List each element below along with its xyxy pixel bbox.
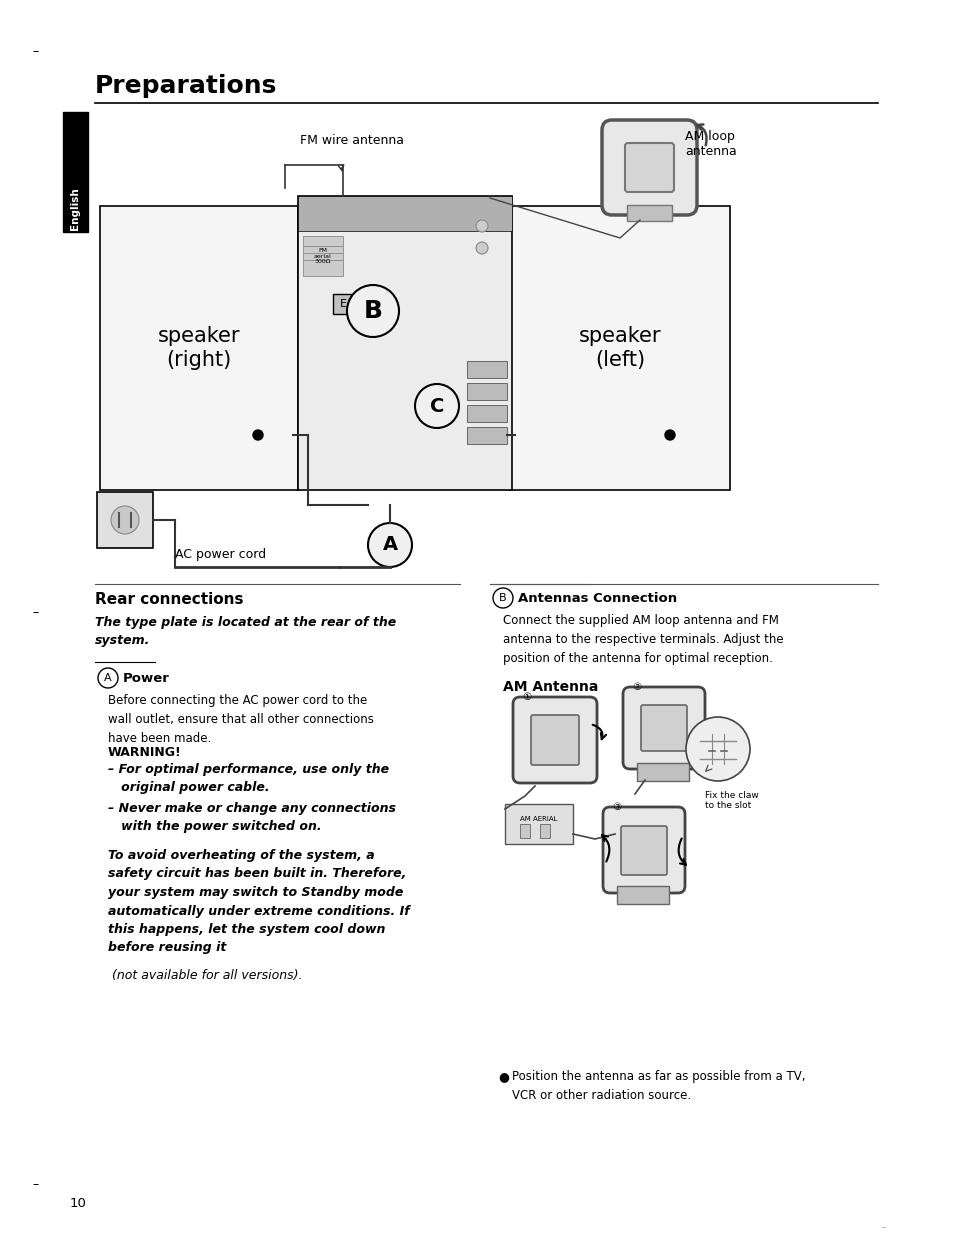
- Bar: [297, 196, 512, 231]
- Text: (not available for all versions).: (not available for all versions).: [108, 969, 302, 982]
- Text: ●: ●: [497, 1070, 508, 1083]
- Bar: [303, 236, 343, 276]
- Circle shape: [415, 383, 458, 428]
- Circle shape: [493, 588, 513, 608]
- Bar: [539, 824, 550, 838]
- Text: Before connecting the AC power cord to the
wall outlet, ensure that all other co: Before connecting the AC power cord to t…: [108, 694, 374, 745]
- Text: Antennas Connection: Antennas Connection: [517, 592, 677, 604]
- FancyBboxPatch shape: [624, 143, 673, 192]
- Text: Rear connections: Rear connections: [95, 592, 243, 607]
- Bar: [333, 294, 353, 314]
- FancyBboxPatch shape: [622, 688, 704, 769]
- Circle shape: [111, 506, 139, 534]
- Text: 10: 10: [70, 1198, 87, 1210]
- Circle shape: [253, 429, 263, 441]
- Text: Fix the claw
to the slot: Fix the claw to the slot: [704, 791, 758, 810]
- Text: –: –: [879, 1222, 884, 1232]
- Text: speaker
(right): speaker (right): [157, 326, 240, 370]
- Text: Power: Power: [123, 671, 170, 685]
- Text: ①: ①: [521, 692, 531, 702]
- Bar: [63, 112, 88, 232]
- Circle shape: [476, 220, 488, 232]
- Circle shape: [98, 668, 118, 688]
- FancyBboxPatch shape: [637, 763, 688, 781]
- Bar: [467, 427, 506, 444]
- Text: AC power cord: AC power cord: [174, 549, 266, 561]
- Bar: [467, 383, 506, 400]
- Text: ③: ③: [612, 802, 620, 812]
- Text: ②: ②: [631, 683, 640, 692]
- Circle shape: [664, 429, 675, 441]
- Bar: [97, 491, 152, 549]
- Text: Connect the supplied AM loop antenna and FM
antenna to the respective terminals.: Connect the supplied AM loop antenna and…: [502, 614, 782, 665]
- Circle shape: [476, 242, 488, 254]
- Text: WARNING!: WARNING!: [108, 746, 182, 759]
- Bar: [510, 206, 729, 490]
- Circle shape: [347, 285, 398, 338]
- Text: AM AERIAL: AM AERIAL: [519, 817, 558, 822]
- Text: The type plate is located at the rear of the
system.: The type plate is located at the rear of…: [95, 616, 395, 647]
- Text: speaker
(left): speaker (left): [578, 326, 660, 370]
- Text: FM wire antenna: FM wire antenna: [299, 134, 403, 146]
- Text: AM Antenna: AM Antenna: [502, 680, 598, 694]
- Text: –: –: [32, 46, 38, 58]
- Text: E: E: [339, 299, 346, 309]
- Bar: [100, 206, 297, 490]
- Bar: [467, 361, 506, 379]
- Text: A: A: [104, 673, 112, 683]
- Text: – Never make or change any connections
   with the power switched on.: – Never make or change any connections w…: [108, 802, 395, 833]
- Text: –: –: [32, 1179, 38, 1191]
- FancyBboxPatch shape: [640, 705, 686, 751]
- FancyBboxPatch shape: [601, 120, 697, 215]
- Circle shape: [368, 522, 412, 567]
- Text: English: English: [71, 187, 80, 230]
- Bar: [297, 196, 512, 490]
- Bar: [504, 804, 573, 844]
- FancyBboxPatch shape: [602, 807, 684, 894]
- Text: Preparations: Preparations: [95, 74, 277, 98]
- Text: C: C: [430, 397, 444, 416]
- Text: AM loop
antenna: AM loop antenna: [684, 130, 736, 158]
- FancyBboxPatch shape: [513, 697, 597, 783]
- Text: –: –: [32, 607, 38, 619]
- Text: – For optimal performance, use only the
   original power cable.: – For optimal performance, use only the …: [108, 763, 389, 794]
- FancyBboxPatch shape: [626, 205, 671, 221]
- FancyBboxPatch shape: [620, 827, 666, 875]
- Text: B: B: [363, 299, 382, 323]
- FancyBboxPatch shape: [531, 715, 578, 764]
- Circle shape: [685, 717, 749, 781]
- Text: A: A: [382, 536, 397, 555]
- Bar: [519, 824, 530, 838]
- Text: To avoid overheating of the system, a
safety circuit has been built in. Therefor: To avoid overheating of the system, a sa…: [108, 849, 410, 954]
- Text: FM
aerial
300Ω: FM aerial 300Ω: [314, 248, 332, 264]
- Text: Position the antenna as far as possible from a TV,
VCR or other radiation source: Position the antenna as far as possible …: [512, 1070, 804, 1102]
- FancyBboxPatch shape: [617, 886, 668, 903]
- Text: B: B: [498, 593, 506, 603]
- Bar: [467, 405, 506, 422]
